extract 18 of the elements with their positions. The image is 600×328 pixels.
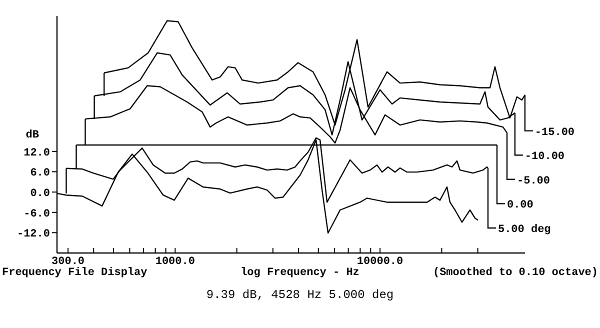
y-tick-label: 12.0 <box>24 147 50 160</box>
text: -10.00 <box>524 151 565 164</box>
text: -5.00 <box>517 175 550 188</box>
x-tick-label: 300.0 <box>52 256 85 268</box>
y-tick-label: 0.0 <box>30 188 50 200</box>
text: 0.00 <box>506 200 534 212</box>
y-axis-title: dB <box>26 129 40 142</box>
x-axis-title: log Frequency - Hz <box>240 267 360 279</box>
text: 9.39 dB, 4528 Hz 5.000 deg <box>206 288 394 302</box>
y-tick-label: -12.0 <box>16 228 50 241</box>
text: (Smoothed to 0.10 octave) <box>432 267 598 279</box>
y-tick-label: 6.0 <box>30 168 50 180</box>
y-tick-label: -6.0 <box>24 208 50 220</box>
text: 5.00 deg <box>498 224 551 236</box>
x-tick-label: 10000.0 <box>356 256 404 268</box>
x-tick-label: 1000.0 <box>155 256 195 268</box>
text: -15.00 <box>534 126 575 139</box>
text: Frequency File Display <box>2 267 148 279</box>
